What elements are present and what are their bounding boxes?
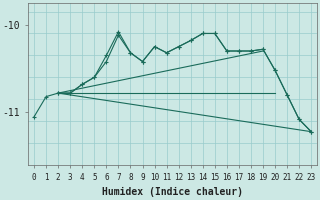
X-axis label: Humidex (Indice chaleur): Humidex (Indice chaleur) <box>102 187 243 197</box>
